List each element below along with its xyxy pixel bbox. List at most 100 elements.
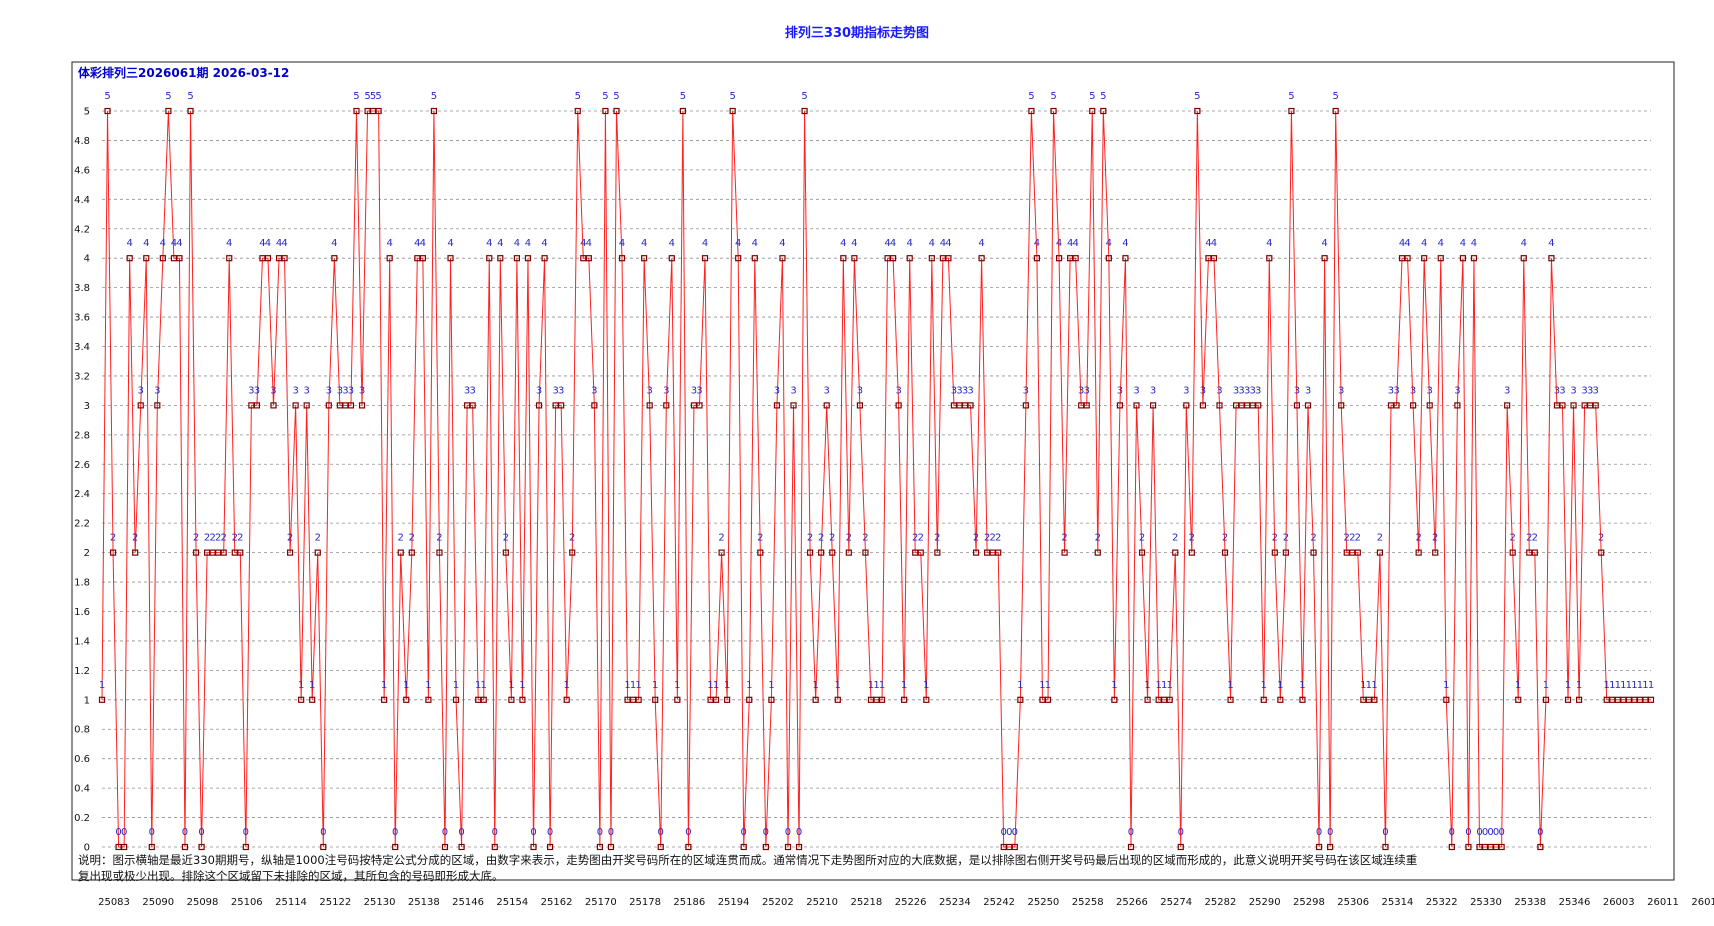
data-point — [602, 107, 609, 115]
data-point — [1166, 696, 1173, 703]
data-point — [314, 549, 321, 556]
y-tick-label: 3.8 — [74, 283, 90, 294]
data-label: 2 — [1598, 533, 1604, 544]
data-point — [1050, 107, 1057, 115]
data-point — [1515, 696, 1522, 703]
data-label: 4 — [176, 238, 182, 249]
data-point — [226, 255, 233, 262]
data-label: 4 — [1321, 238, 1327, 249]
x-tick-label: 25322 — [1426, 897, 1458, 908]
data-point — [1564, 696, 1572, 703]
data-point — [1531, 549, 1538, 556]
data-label: 0 — [320, 827, 326, 838]
data-label: 4 — [1404, 238, 1410, 249]
x-tick-label: 25210 — [806, 897, 838, 908]
data-point — [751, 255, 758, 262]
data-point — [1033, 255, 1041, 262]
data-point — [1199, 402, 1206, 409]
data-label: 2 — [1355, 533, 1361, 544]
data-label: 1 — [879, 680, 885, 691]
data-point — [1448, 843, 1455, 851]
data-point — [641, 255, 648, 262]
y-tick-label: 0 — [84, 843, 90, 854]
data-point — [1061, 549, 1068, 556]
data-label: 1 — [901, 680, 907, 691]
data-point — [1315, 843, 1323, 851]
data-label: 3 — [895, 385, 901, 396]
data-point — [679, 107, 686, 115]
data-label: 1 — [453, 680, 459, 691]
data-point — [1072, 255, 1079, 262]
data-point — [895, 402, 902, 409]
data-label: 0 — [741, 827, 747, 838]
data-label: 0 — [547, 827, 553, 838]
data-label: 5 — [165, 91, 171, 102]
data-point — [159, 255, 166, 262]
x-tick-label: 25346 — [1559, 897, 1591, 908]
data-label: 3 — [1150, 385, 1156, 396]
data-label: 0 — [1382, 827, 1388, 838]
data-point — [829, 549, 836, 556]
x-tick-label: 25314 — [1382, 897, 1414, 908]
x-tick-label: 25218 — [850, 897, 882, 908]
data-label: 4 — [1034, 238, 1040, 249]
data-label: 4 — [907, 238, 913, 249]
data-point — [1177, 843, 1184, 851]
data-point — [530, 843, 537, 851]
data-label: 3 — [1554, 385, 1560, 396]
data-point — [1354, 549, 1361, 556]
data-label: 1 — [1604, 680, 1610, 691]
data-label: 1 — [1609, 680, 1615, 691]
data-label: 1 — [724, 680, 730, 691]
data-point — [176, 255, 183, 262]
data-label: 2 — [912, 533, 918, 544]
x-tick-label: 25242 — [983, 897, 1015, 908]
data-point — [735, 255, 742, 262]
chart-title: 排列三330期指标走势图 — [784, 26, 930, 41]
data-point — [978, 255, 985, 262]
data-point — [967, 402, 974, 409]
data-label: 0 — [198, 827, 204, 838]
data-point — [1116, 402, 1124, 409]
data-point — [524, 255, 532, 262]
data-point — [685, 843, 692, 851]
data-point — [574, 107, 581, 115]
data-point — [1127, 843, 1135, 851]
data-label: 4 — [265, 238, 271, 249]
data-label: 3 — [1587, 385, 1593, 396]
x-tick-label: 25090 — [142, 897, 174, 908]
data-point — [757, 549, 764, 556]
data-label: 5 — [680, 91, 686, 102]
y-tick-label: 3.6 — [74, 313, 90, 324]
data-point — [923, 696, 930, 703]
data-point — [325, 402, 332, 409]
data-label: 0 — [608, 827, 614, 838]
data-point — [1288, 107, 1295, 115]
x-tick-label: 26019 — [1691, 897, 1714, 908]
data-label: 0 — [597, 827, 603, 838]
data-point — [701, 255, 709, 262]
data-label: 4 — [447, 238, 453, 249]
data-point — [1089, 107, 1096, 115]
data-point — [1105, 255, 1112, 262]
data-point — [1011, 843, 1018, 851]
data-label: 0 — [1001, 827, 1007, 838]
data-label: 1 — [1515, 680, 1521, 691]
data-label: 5 — [1100, 91, 1106, 102]
data-label: 3 — [1078, 385, 1084, 396]
data-label: 1 — [923, 680, 929, 691]
data-label: 3 — [962, 385, 968, 396]
x-tick-label: 25194 — [718, 897, 750, 908]
data-label: 4 — [1056, 238, 1062, 249]
x-tick-label: 25282 — [1205, 897, 1237, 908]
data-label: 2 — [1310, 533, 1316, 544]
data-label: 3 — [292, 385, 298, 396]
data-point — [1022, 402, 1029, 409]
data-label: 5 — [431, 91, 437, 102]
data-point — [558, 402, 565, 409]
data-label: 1 — [298, 680, 304, 691]
data-label: 5 — [1194, 91, 1200, 102]
data-label: 3 — [1294, 385, 1300, 396]
x-tick-label: 25106 — [231, 897, 263, 908]
